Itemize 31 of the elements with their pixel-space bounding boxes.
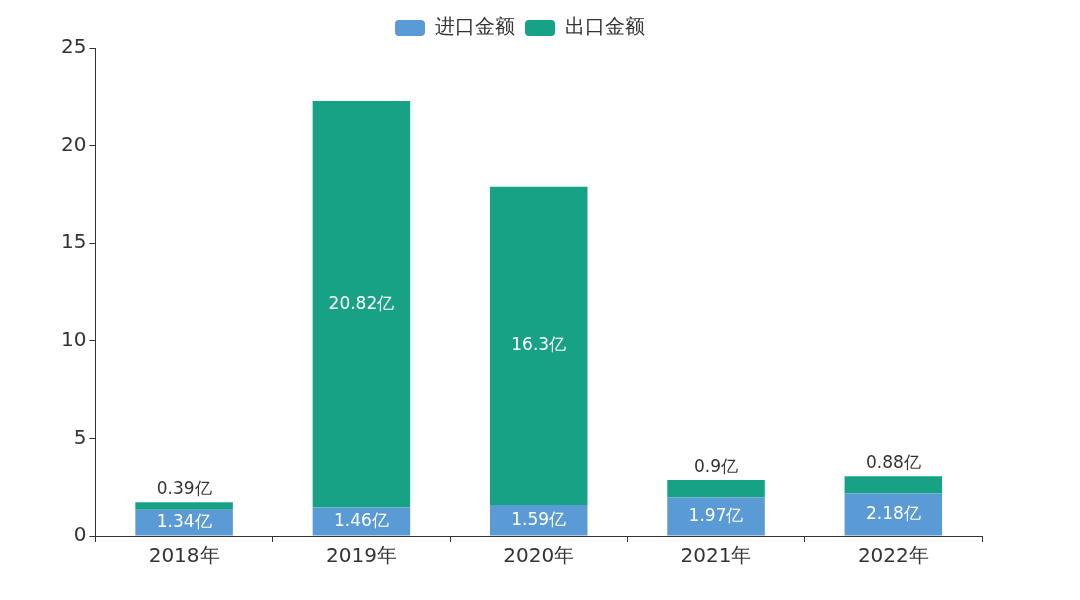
data-label: 20.82亿 <box>328 292 395 313</box>
data-label: 2.18亿 <box>865 502 921 523</box>
y-tick-label: 5 <box>73 424 87 449</box>
bar <box>312 101 411 508</box>
data-label: 0.39亿 <box>156 478 212 499</box>
bar <box>489 504 588 536</box>
x-tick-label: 2018年 <box>148 543 220 568</box>
x-tick-label: 2022年 <box>857 543 929 568</box>
x-tick-label: 2020年 <box>503 543 575 568</box>
y-tick-label: 20 <box>61 131 87 156</box>
bar <box>844 476 943 494</box>
bar <box>667 497 765 536</box>
y-tick-label: 10 <box>61 327 87 351</box>
data-label: 0.9亿 <box>694 455 739 476</box>
legend-label: 进口金额 <box>435 14 515 39</box>
bar <box>135 502 233 510</box>
y-tick-label: 0 <box>73 522 87 547</box>
y-tick-label: 15 <box>61 229 87 254</box>
bar <box>667 479 765 498</box>
bar <box>844 493 943 536</box>
x-tick-label: 2019年 <box>325 543 397 568</box>
data-label: 0.88亿 <box>865 452 921 473</box>
bar <box>489 186 588 505</box>
legend-label: 出口金额 <box>565 14 645 39</box>
y-tick-label: 25 <box>61 34 87 59</box>
data-label: 1.59亿 <box>511 508 567 529</box>
data-label: 1.46亿 <box>333 509 389 530</box>
x-tick-label: 2021年 <box>680 543 752 568</box>
data-label: 1.97亿 <box>688 504 744 525</box>
data-label: 1.34亿 <box>156 511 212 532</box>
data-label: 16.3亿 <box>511 334 567 355</box>
